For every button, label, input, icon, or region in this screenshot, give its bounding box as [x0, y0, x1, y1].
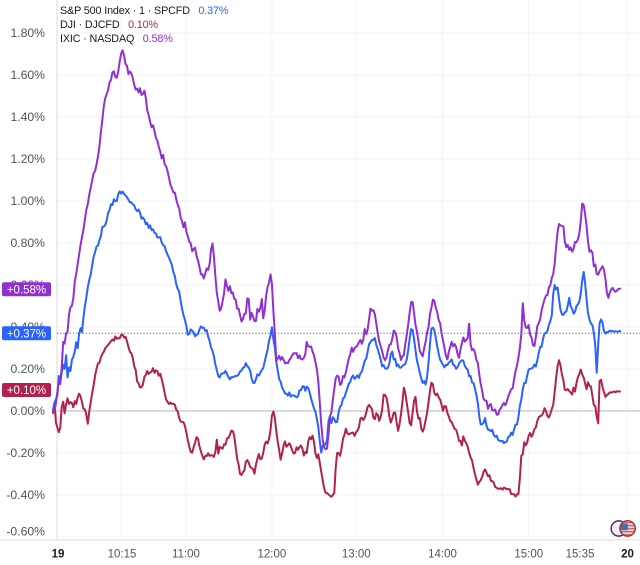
svg-text:0.20%: 0.20%	[10, 362, 45, 376]
svg-text:13:00: 13:00	[342, 549, 371, 561]
svg-text:1.80%: 1.80%	[10, 26, 45, 40]
svg-text:DJI · DJCFD 0.10%: DJI · DJCFD 0.10%	[60, 19, 158, 31]
svg-text:+0.10%: +0.10%	[7, 385, 46, 397]
svg-text:-0.20%: -0.20%	[6, 446, 45, 460]
svg-text:10:15: 10:15	[108, 549, 137, 561]
svg-text:1.20%: 1.20%	[10, 152, 45, 166]
svg-text:+0.37%: +0.37%	[7, 329, 46, 341]
svg-text:-0.40%: -0.40%	[6, 488, 45, 502]
svg-text:1.40%: 1.40%	[10, 110, 45, 124]
svg-text:12:00: 12:00	[258, 549, 287, 561]
svg-text:0.00%: 0.00%	[10, 404, 45, 418]
svg-text:20: 20	[621, 549, 634, 561]
svg-text:14:00: 14:00	[428, 549, 457, 561]
svg-text:+0.58%: +0.58%	[7, 284, 46, 296]
svg-text:15:35: 15:35	[566, 549, 595, 561]
svg-text:0.80%: 0.80%	[10, 236, 45, 250]
svg-text:IXIC · NASDAQ 0.58%: IXIC · NASDAQ 0.58%	[60, 33, 173, 45]
svg-text:-0.60%: -0.60%	[6, 525, 45, 539]
svg-text:1.00%: 1.00%	[10, 194, 45, 208]
svg-text:15:00: 15:00	[514, 549, 543, 561]
svg-text:11:00: 11:00	[172, 549, 200, 561]
svg-text:S&P 500 Index · 1 · SPCFD 0.: S&P 500 Index · 1 · SPCFD 0.37%	[60, 5, 229, 17]
svg-text:1.60%: 1.60%	[10, 68, 45, 82]
svg-text:19: 19	[52, 549, 65, 561]
